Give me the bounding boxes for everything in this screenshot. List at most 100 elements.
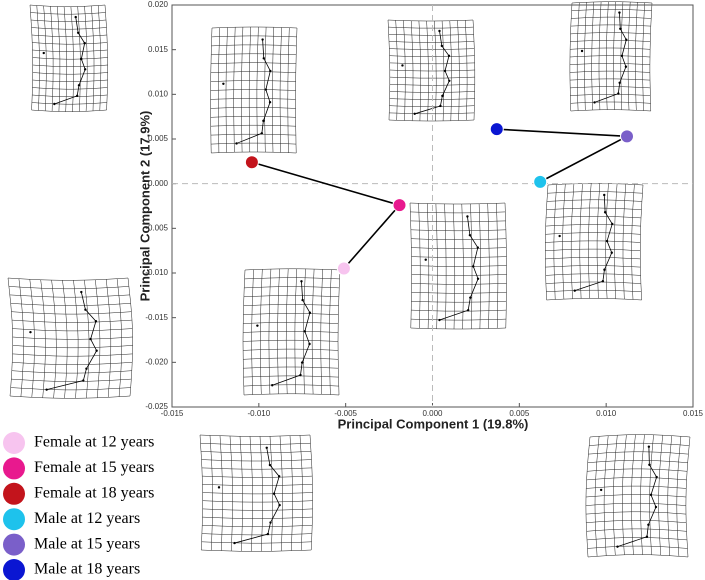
landmark <box>611 222 614 226</box>
deformation-grid <box>545 183 644 301</box>
landmark <box>655 475 658 479</box>
landmark <box>401 64 404 67</box>
y-tick-label: -0.020 <box>145 357 168 366</box>
legend-label: Female at 18 years <box>34 484 154 501</box>
deformation-grid <box>585 434 691 558</box>
landmark <box>269 69 272 73</box>
trajectory <box>343 204 401 270</box>
landmark <box>269 521 272 524</box>
landmark <box>605 239 609 243</box>
landmark <box>603 268 606 271</box>
landmark <box>448 79 451 83</box>
y-axis-title: Principal Component 2 (17.9%) <box>137 111 152 302</box>
landmark <box>84 308 87 311</box>
landmark <box>53 102 56 106</box>
landmark <box>443 69 447 73</box>
landmark <box>593 101 596 104</box>
deformation-grid <box>7 277 133 399</box>
landmark-trace <box>439 216 479 321</box>
deformation-grid <box>387 19 476 122</box>
grid-mesh <box>210 26 298 154</box>
landmark <box>447 54 451 58</box>
landmark <box>573 289 576 292</box>
landmark <box>256 324 259 327</box>
landmark <box>439 104 442 108</box>
landmark <box>262 119 265 123</box>
legend-marker <box>3 457 25 480</box>
x-tick-label: -0.015 <box>161 409 184 418</box>
landmark <box>649 493 653 497</box>
landmark <box>76 31 80 35</box>
landmark <box>424 258 427 261</box>
landmark-trace <box>54 17 86 105</box>
landmark <box>29 330 32 334</box>
legend-marker <box>3 432 25 454</box>
trajectory <box>539 135 628 183</box>
landmark-trace <box>617 446 658 548</box>
landmark <box>469 296 472 299</box>
landmark <box>654 505 658 509</box>
trajectory <box>496 128 628 138</box>
x-tick-label: 0.005 <box>509 409 530 418</box>
y-tick-label: -0.010 <box>145 268 168 277</box>
point <box>533 174 548 189</box>
deformation-grid <box>29 4 108 112</box>
landmark <box>301 298 304 302</box>
landmark <box>476 277 480 281</box>
point <box>620 129 635 144</box>
landmark <box>441 94 444 98</box>
legend-marker <box>3 508 25 531</box>
x-tick-label: 0.015 <box>683 409 704 418</box>
landmark <box>233 541 236 545</box>
landmark <box>300 280 303 283</box>
y-tick-label: -0.005 <box>145 223 168 232</box>
landmark <box>466 215 469 218</box>
landmark <box>264 88 268 91</box>
landmark-trace <box>272 281 311 386</box>
landmark-trace <box>236 39 271 144</box>
landmark <box>75 94 79 98</box>
legend-label: Male at 12 years <box>34 510 140 527</box>
landmark <box>601 280 605 283</box>
landmark <box>94 320 98 323</box>
grid-mesh <box>7 277 133 399</box>
landmark <box>80 290 83 294</box>
landmark <box>222 82 225 85</box>
point <box>489 122 504 137</box>
landmark <box>260 132 264 135</box>
deformation-grid <box>199 434 313 552</box>
x-tick-label: -0.010 <box>247 409 270 418</box>
landmark <box>413 112 416 116</box>
grid-mesh <box>387 19 476 122</box>
landmark <box>303 330 307 333</box>
legend-label: Male at 18 years <box>34 561 140 578</box>
landmark <box>616 545 619 548</box>
y-tick-label: -0.015 <box>145 313 168 322</box>
legend-marker <box>3 533 25 556</box>
landmark <box>472 265 475 268</box>
landmark <box>278 503 281 507</box>
landmark <box>299 373 302 377</box>
grid-mesh <box>545 183 644 301</box>
x-tick-label: 0.010 <box>596 409 617 418</box>
grid-mesh <box>569 1 653 112</box>
x-tick-label: -0.005 <box>334 409 357 418</box>
grid-mesh <box>409 202 507 330</box>
legend-marker <box>3 559 25 580</box>
legend-marker <box>3 482 25 505</box>
grid-mesh <box>29 4 108 112</box>
y-tick-label: 0.005 <box>148 134 169 143</box>
landmark <box>438 29 441 33</box>
landmark <box>476 246 479 249</box>
grid-mesh <box>585 434 691 558</box>
landmark <box>235 142 238 145</box>
deformation-grid <box>210 26 298 154</box>
landmark <box>647 523 650 526</box>
landmark <box>83 41 86 45</box>
landmark <box>45 388 48 391</box>
deformation-grid <box>569 1 653 112</box>
landmark <box>603 211 607 214</box>
landmark <box>42 51 45 55</box>
landmark <box>599 488 603 492</box>
